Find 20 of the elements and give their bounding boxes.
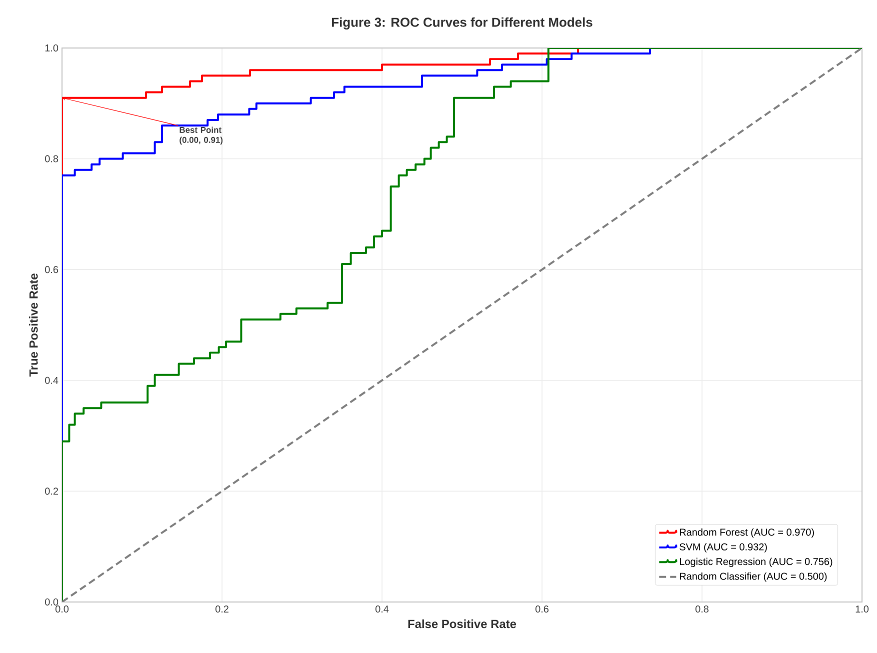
annotation: Best Point (0.00, 0.91) (180, 126, 223, 145)
legend-label: Logistic Regression (AUC = 0.756) (680, 558, 832, 568)
y-axis-title: True Positive Rate (29, 274, 38, 377)
y-tick-label: 1.0 (45, 44, 58, 52)
legend-label: Random Classifier (AUC = 0.500) (680, 572, 827, 582)
y-tick-label: 0.6 (45, 266, 58, 274)
legend-label: Random Forest (AUC = 0.970) (680, 528, 814, 538)
x-tick-label: 0.0 (55, 606, 69, 613)
x-axis-title: False Positive Rate (408, 619, 516, 628)
x-tick-label: 0.4 (375, 606, 389, 613)
x-tick-label: 0.2 (215, 606, 228, 613)
chart-title: Figure 3: ROC Curves for Different Models (332, 17, 592, 30)
y-tick-label: 0.0 (45, 598, 58, 606)
legend-label: SVM (AUC = 0.932) (680, 543, 767, 552)
x-tick-label: 0.6 (535, 606, 549, 613)
y-tick-label: 0.4 (45, 376, 58, 384)
y-tick-label: 0.8 (45, 155, 58, 162)
x-tick-label: 0.8 (695, 606, 709, 613)
y-tick-label: 0.2 (45, 488, 58, 495)
x-tick-label: 1.0 (856, 606, 869, 613)
